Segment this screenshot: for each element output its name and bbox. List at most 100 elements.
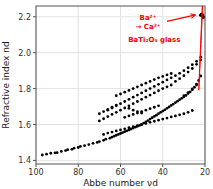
point	[119, 128, 122, 131]
point	[187, 111, 190, 114]
tick-label-x: 40	[158, 168, 168, 177]
point	[132, 87, 135, 90]
grid-line-y	[36, 52, 205, 53]
point	[128, 89, 131, 92]
point	[149, 107, 152, 110]
point	[106, 109, 109, 112]
point	[157, 104, 160, 107]
point	[132, 102, 135, 105]
point	[195, 84, 198, 87]
tick-label-y: 1.8	[18, 85, 31, 94]
point	[161, 87, 164, 90]
point	[140, 123, 143, 126]
point	[182, 112, 185, 115]
grid-line-x	[120, 6, 121, 164]
annotation: Ba²⁺→ Ca²⁺	[135, 14, 160, 31]
point	[149, 94, 152, 97]
point	[170, 84, 173, 87]
point	[87, 143, 90, 146]
point	[191, 88, 194, 91]
point	[98, 120, 101, 123]
point	[45, 153, 48, 156]
point	[115, 111, 118, 114]
plot-area	[41, 6, 205, 156]
point	[149, 80, 152, 83]
grid-line-x	[78, 6, 79, 164]
point	[187, 71, 190, 74]
point	[106, 108, 109, 111]
point	[102, 117, 105, 120]
point	[153, 85, 156, 88]
point	[123, 127, 126, 130]
point	[132, 96, 135, 99]
point	[174, 114, 177, 117]
point	[132, 125, 135, 128]
point	[170, 76, 173, 79]
point	[136, 124, 139, 127]
point	[106, 132, 109, 135]
plot-background	[36, 6, 205, 164]
annotation-arrow	[167, 15, 196, 21]
point	[49, 152, 52, 155]
point	[119, 109, 122, 112]
grid	[36, 6, 205, 164]
point	[79, 145, 82, 148]
point	[191, 67, 194, 70]
point	[102, 133, 105, 136]
point	[136, 100, 139, 103]
point	[136, 112, 139, 115]
point	[123, 116, 126, 119]
point	[140, 123, 143, 126]
y-axis-label: Refractive index nd	[1, 41, 11, 128]
point	[119, 102, 122, 105]
point	[149, 87, 152, 90]
point	[115, 104, 118, 107]
point	[144, 122, 147, 125]
tick-label-x: 20	[200, 168, 210, 177]
annotation-line: → Ca²⁺	[135, 23, 160, 31]
point	[144, 89, 147, 92]
point	[144, 82, 147, 85]
point	[174, 80, 177, 83]
point	[166, 85, 169, 88]
point	[178, 77, 181, 80]
point	[157, 89, 160, 92]
grid-line-y	[36, 160, 205, 161]
point	[157, 119, 160, 122]
point	[195, 83, 198, 86]
point	[166, 117, 169, 120]
point	[195, 60, 198, 63]
point	[153, 106, 156, 109]
point	[111, 131, 114, 134]
point	[132, 109, 135, 112]
point	[115, 94, 118, 97]
point	[153, 120, 156, 123]
point	[136, 125, 139, 128]
point	[128, 107, 131, 110]
grid-line-y	[36, 124, 205, 125]
point	[98, 112, 101, 115]
point	[157, 83, 160, 86]
point	[166, 79, 169, 82]
point	[123, 100, 126, 103]
point	[56, 151, 59, 154]
plot-frame	[36, 6, 205, 164]
point	[136, 94, 139, 97]
point	[83, 144, 86, 147]
point	[161, 118, 164, 121]
point	[115, 130, 118, 133]
point	[182, 74, 185, 77]
point	[153, 78, 156, 81]
series	[41, 56, 202, 157]
point	[195, 63, 198, 66]
point	[104, 138, 107, 141]
grid-line-y	[36, 88, 205, 89]
x-axis-label: Abbe number νd	[83, 178, 158, 188]
tick-label-y: 2.2	[18, 13, 31, 22]
point	[41, 154, 44, 157]
point	[115, 104, 118, 107]
tick-label-y: 2.0	[18, 49, 31, 58]
point	[60, 150, 63, 153]
point	[178, 72, 181, 75]
point	[106, 115, 109, 118]
